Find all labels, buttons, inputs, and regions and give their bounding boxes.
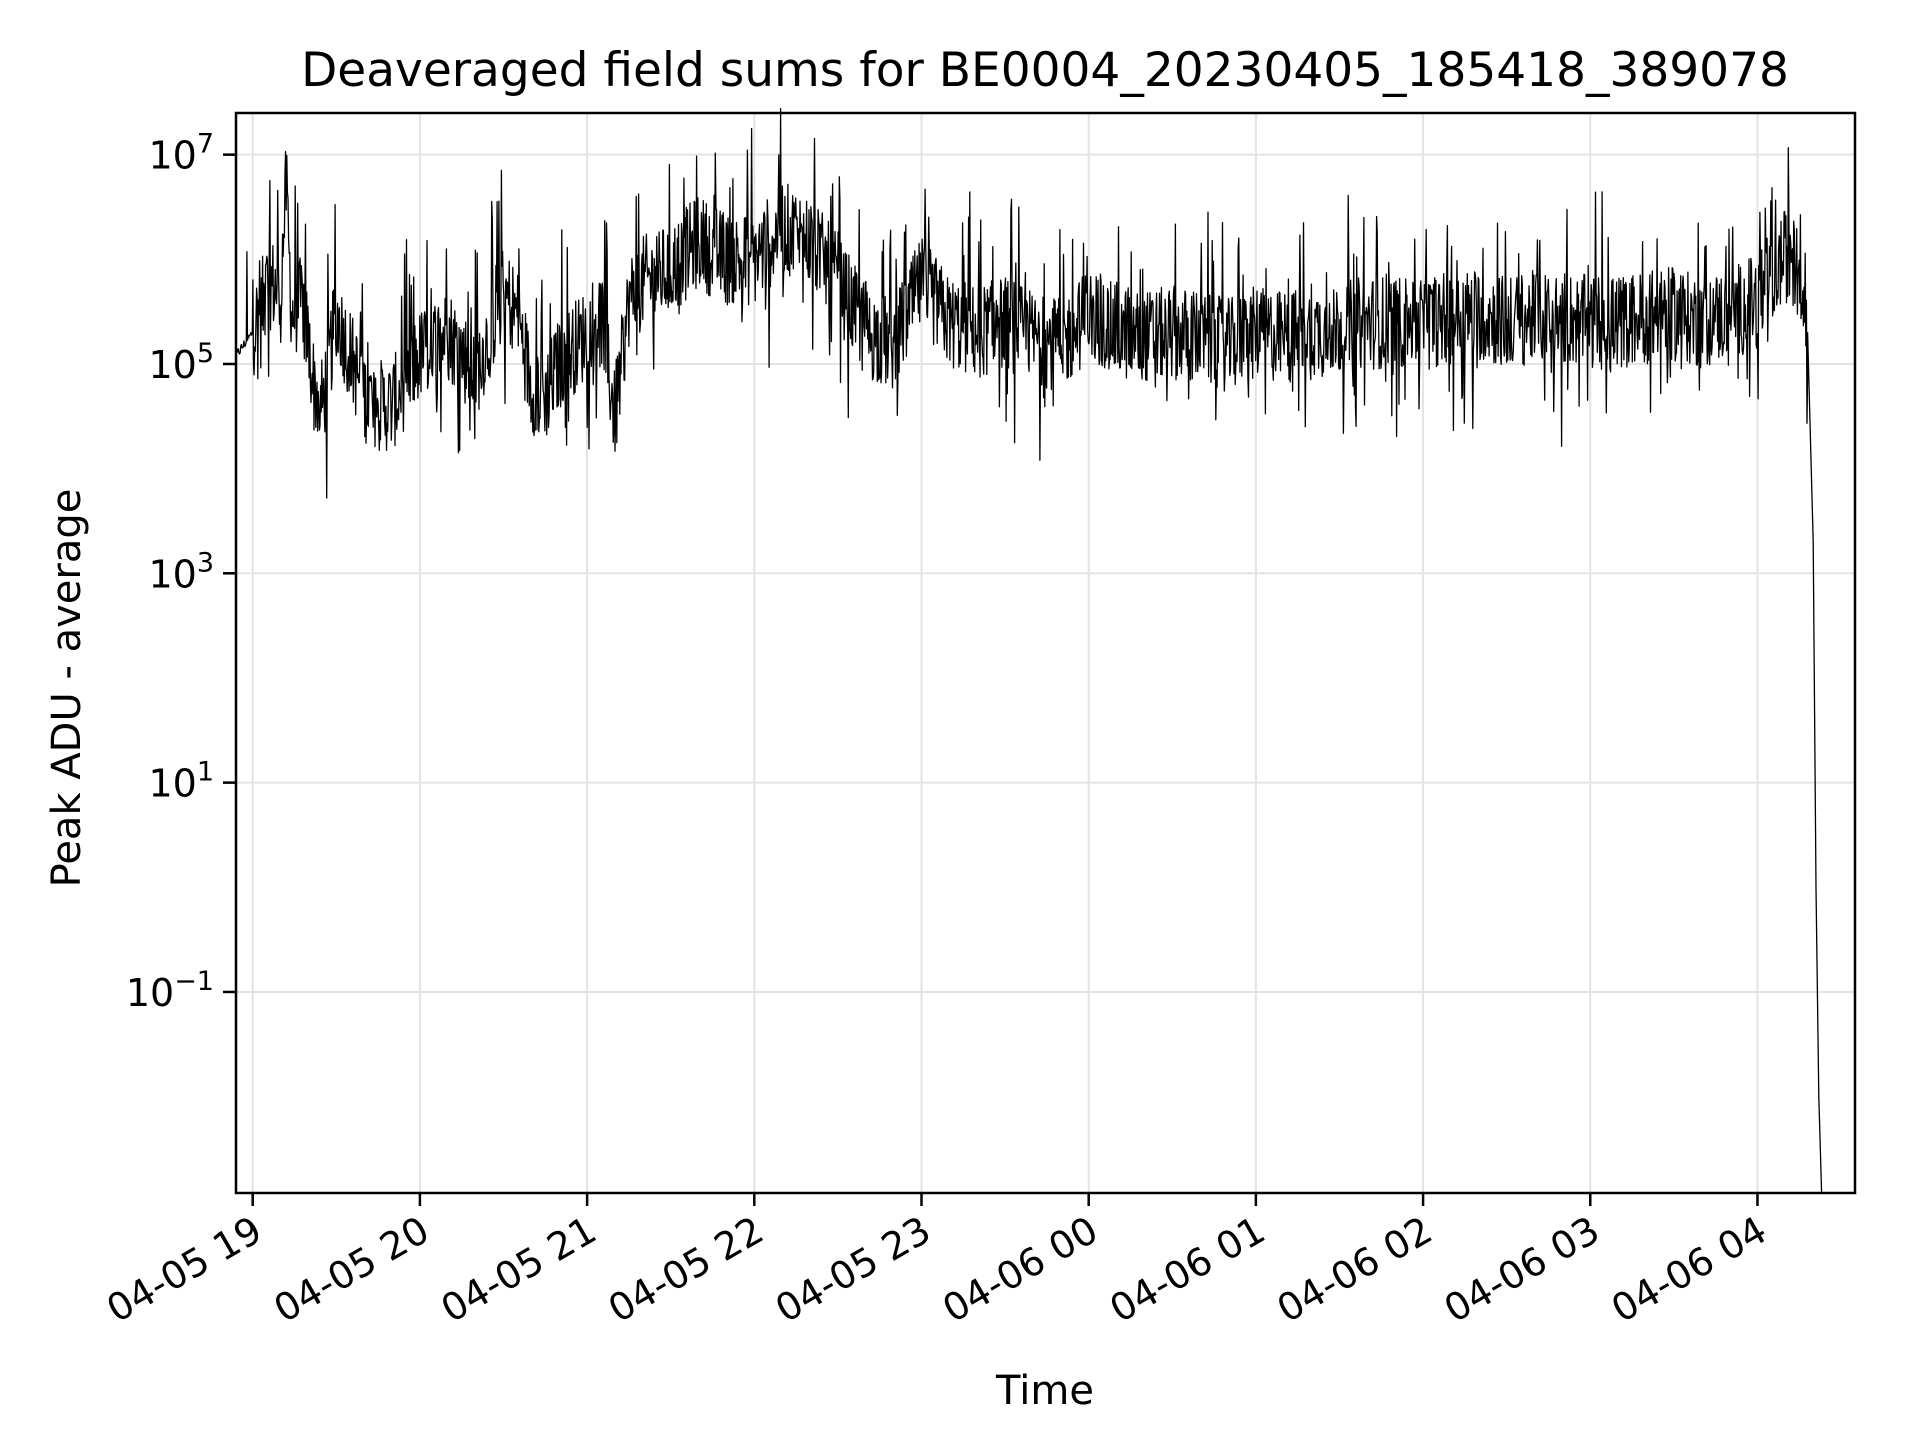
grid-lines (236, 113, 1855, 1193)
series-layer (235, 107, 1823, 1194)
y-tick-label: 101 (148, 757, 214, 806)
y-axis-label: Peak ADU - average (44, 489, 90, 888)
y-tick-label: 10−1 (126, 966, 214, 1015)
chart-title: Deaveraged field sums for BE0004_2023040… (301, 43, 1789, 98)
x-axis-label: Time (995, 1368, 1094, 1414)
y-tick-label: 105 (148, 338, 214, 387)
series-line (235, 107, 1823, 1194)
y-tick-label: 103 (148, 547, 214, 596)
plot-frame (234, 111, 1857, 1195)
y-tick-label: 107 (148, 129, 214, 178)
